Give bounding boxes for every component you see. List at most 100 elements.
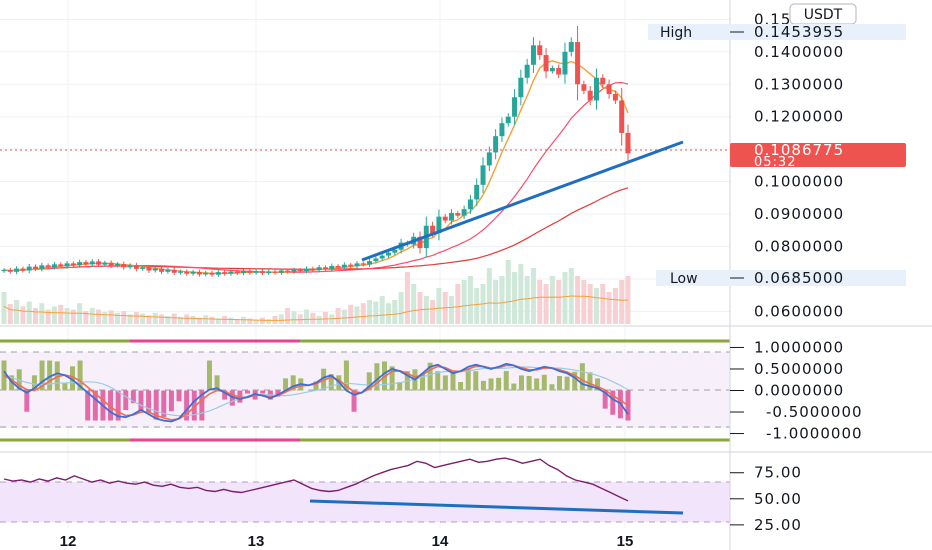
oscillator-bar xyxy=(24,390,30,412)
rsi-path xyxy=(3,457,629,502)
volume-bar xyxy=(39,303,45,324)
oscillator-bar xyxy=(442,375,448,391)
oscillator-bar xyxy=(549,384,555,391)
candle-body xyxy=(537,45,543,56)
candle-body xyxy=(417,236,423,249)
oscillator-fast-line xyxy=(3,362,629,423)
candle-body xyxy=(575,42,581,85)
oscillator-bar xyxy=(168,390,174,412)
volume-bar xyxy=(64,308,70,324)
oscillator-bar xyxy=(39,360,45,391)
volume-bar xyxy=(518,264,524,324)
candle-body xyxy=(184,271,190,274)
candle-body xyxy=(209,272,215,275)
candle-body xyxy=(606,84,612,94)
high-value: 0.1453955 xyxy=(754,23,844,41)
oscillator-bar xyxy=(435,371,441,391)
candle-body xyxy=(14,268,20,272)
candle-body xyxy=(587,90,593,101)
low-label: Low xyxy=(670,271,698,287)
candle-body xyxy=(619,100,625,133)
oscillator-bar xyxy=(351,390,357,412)
oscillator-bar xyxy=(343,360,349,391)
candle-body xyxy=(278,270,284,273)
candle-body xyxy=(310,268,316,271)
candle-body xyxy=(127,265,133,268)
currency-chip[interactable]: USDT xyxy=(789,3,857,25)
candle-body xyxy=(304,268,310,272)
volume-bar xyxy=(499,276,505,324)
volume-bar xyxy=(96,309,102,324)
ma-slow-line xyxy=(3,187,629,272)
trendline-price[interactable] xyxy=(361,140,684,262)
price-tick-label: 0.1200000 xyxy=(754,108,844,126)
candle-body xyxy=(543,55,549,72)
volume-bar xyxy=(196,317,202,324)
oscillator-bar xyxy=(518,375,524,391)
oscillator-bar xyxy=(564,376,570,391)
volume-bar xyxy=(367,300,373,324)
volume-bars xyxy=(1,260,631,324)
oscillator-scale[interactable]: 1.0000000 0.5000000 0.0000000 -0.5000000 -1.… xyxy=(730,338,863,443)
candle-body xyxy=(190,271,196,274)
volume-bar xyxy=(417,292,423,324)
trendline-rsi[interactable] xyxy=(309,499,684,515)
volume-bar xyxy=(316,316,322,324)
volume-bar xyxy=(461,280,467,324)
volume-bar xyxy=(285,308,291,324)
candle-body xyxy=(524,64,530,78)
oscillator-tick-label: 1.0000000 xyxy=(754,338,844,356)
oscillator-bar xyxy=(511,383,517,391)
volume-bar xyxy=(556,280,562,324)
candle-body xyxy=(266,271,272,274)
candle-body xyxy=(253,271,259,273)
volume-bar xyxy=(505,260,511,324)
candle-body xyxy=(165,269,171,272)
candle-body xyxy=(329,265,335,269)
candle-body xyxy=(7,269,13,272)
volume-bar xyxy=(228,317,234,324)
volume-bar xyxy=(600,284,606,324)
last-price-countdown: 05:32 xyxy=(754,155,796,170)
ma-fast-line xyxy=(3,60,629,275)
oscillator-panel xyxy=(0,339,730,442)
volume-bar xyxy=(360,303,366,324)
oscillator-bar xyxy=(184,390,190,421)
volume-bar xyxy=(379,296,385,324)
candle-body xyxy=(348,264,354,267)
oscillator-bar xyxy=(579,363,585,391)
date-tick-label: 14 xyxy=(432,533,449,550)
volume-bar xyxy=(45,309,51,324)
volume-bar xyxy=(20,306,26,324)
volume-bar xyxy=(291,311,297,324)
oscillator-tick-label: 0.0000000 xyxy=(754,382,844,400)
oscillator-bar xyxy=(313,381,319,391)
candle-body xyxy=(121,264,127,268)
volume-bar xyxy=(33,308,39,324)
candle-body xyxy=(203,272,209,275)
oscillator-bar xyxy=(283,378,289,391)
candle-body xyxy=(247,270,253,273)
volume-bar xyxy=(177,316,183,324)
candle-body xyxy=(297,269,303,272)
volume-bar xyxy=(152,312,158,324)
volume-bar xyxy=(51,306,57,324)
oscillator-bar xyxy=(389,366,395,391)
candle-body xyxy=(373,258,379,262)
volume-bar xyxy=(549,276,555,324)
volume-bar xyxy=(70,309,76,324)
rsi-scale[interactable]: 75.00 50.00 25.00 xyxy=(730,464,802,534)
candle-body xyxy=(436,216,442,234)
volume-bar xyxy=(322,312,328,324)
volume-bar xyxy=(373,301,379,324)
oscillator-bar xyxy=(374,363,380,391)
oscillator-bar xyxy=(450,370,456,391)
volume-bar xyxy=(140,313,146,324)
time-axis[interactable]: 12 13 14 15 xyxy=(60,533,634,550)
volume-bar xyxy=(171,313,177,324)
oscillator-bar xyxy=(85,390,91,421)
candle-body xyxy=(518,77,524,98)
candle-body xyxy=(146,267,152,271)
oscillator-bar xyxy=(275,390,281,397)
